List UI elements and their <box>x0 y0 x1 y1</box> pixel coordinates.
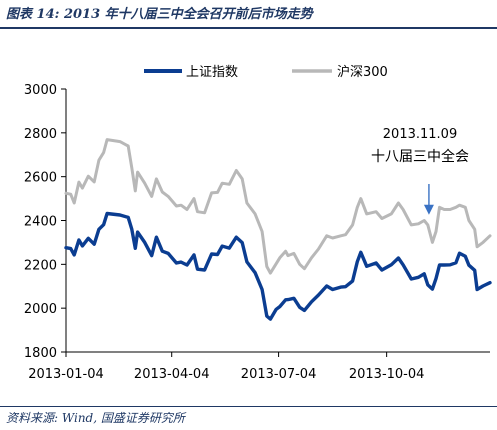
series-group <box>64 138 492 321</box>
x-tick-label: 2013-04-04 <box>134 367 210 382</box>
y-tick-label: 2200 <box>24 258 57 273</box>
figure-source: 资料来源: Wind, 国盛证券研究所 <box>6 411 185 425</box>
figure-title: 图表 14: 2013 年十八届三中全会召开前后市场走势 <box>6 7 313 22</box>
y-tick-label: 2000 <box>24 302 57 317</box>
annotation: 2013.11.09 十八届三中全会 <box>371 127 469 215</box>
legend-label-shanghai-composite: 上证指数 <box>186 65 238 80</box>
source-rule <box>0 406 497 407</box>
x-tick-label: 2013-10-04 <box>349 367 425 382</box>
title-rule <box>0 27 497 29</box>
y-tick-label: 2800 <box>24 127 57 142</box>
y-tick-label: 2600 <box>24 171 57 186</box>
annotation-date: 2013.11.09 <box>383 127 457 142</box>
series-line-csi300 <box>64 138 492 275</box>
y-tick-label: 3000 <box>24 83 57 98</box>
legend: 上证指数 沪深300 <box>144 64 388 80</box>
axes: 1800 2000 2200 2400 2600 2800 3000 2013-01-04 20… <box>24 83 490 382</box>
y-tick-label: 2400 <box>24 215 57 230</box>
annotation-arrow-head <box>423 204 434 215</box>
annotation-event: 十八届三中全会 <box>371 148 469 165</box>
x-tick-label: 2013-01-04 <box>28 367 104 382</box>
y-tick-label: 1800 <box>24 346 57 361</box>
series-line-shanghai-composite <box>64 211 492 321</box>
legend-label-csi300: 沪深300 <box>337 64 388 80</box>
x-tick-label: 2013-07-04 <box>241 367 317 382</box>
